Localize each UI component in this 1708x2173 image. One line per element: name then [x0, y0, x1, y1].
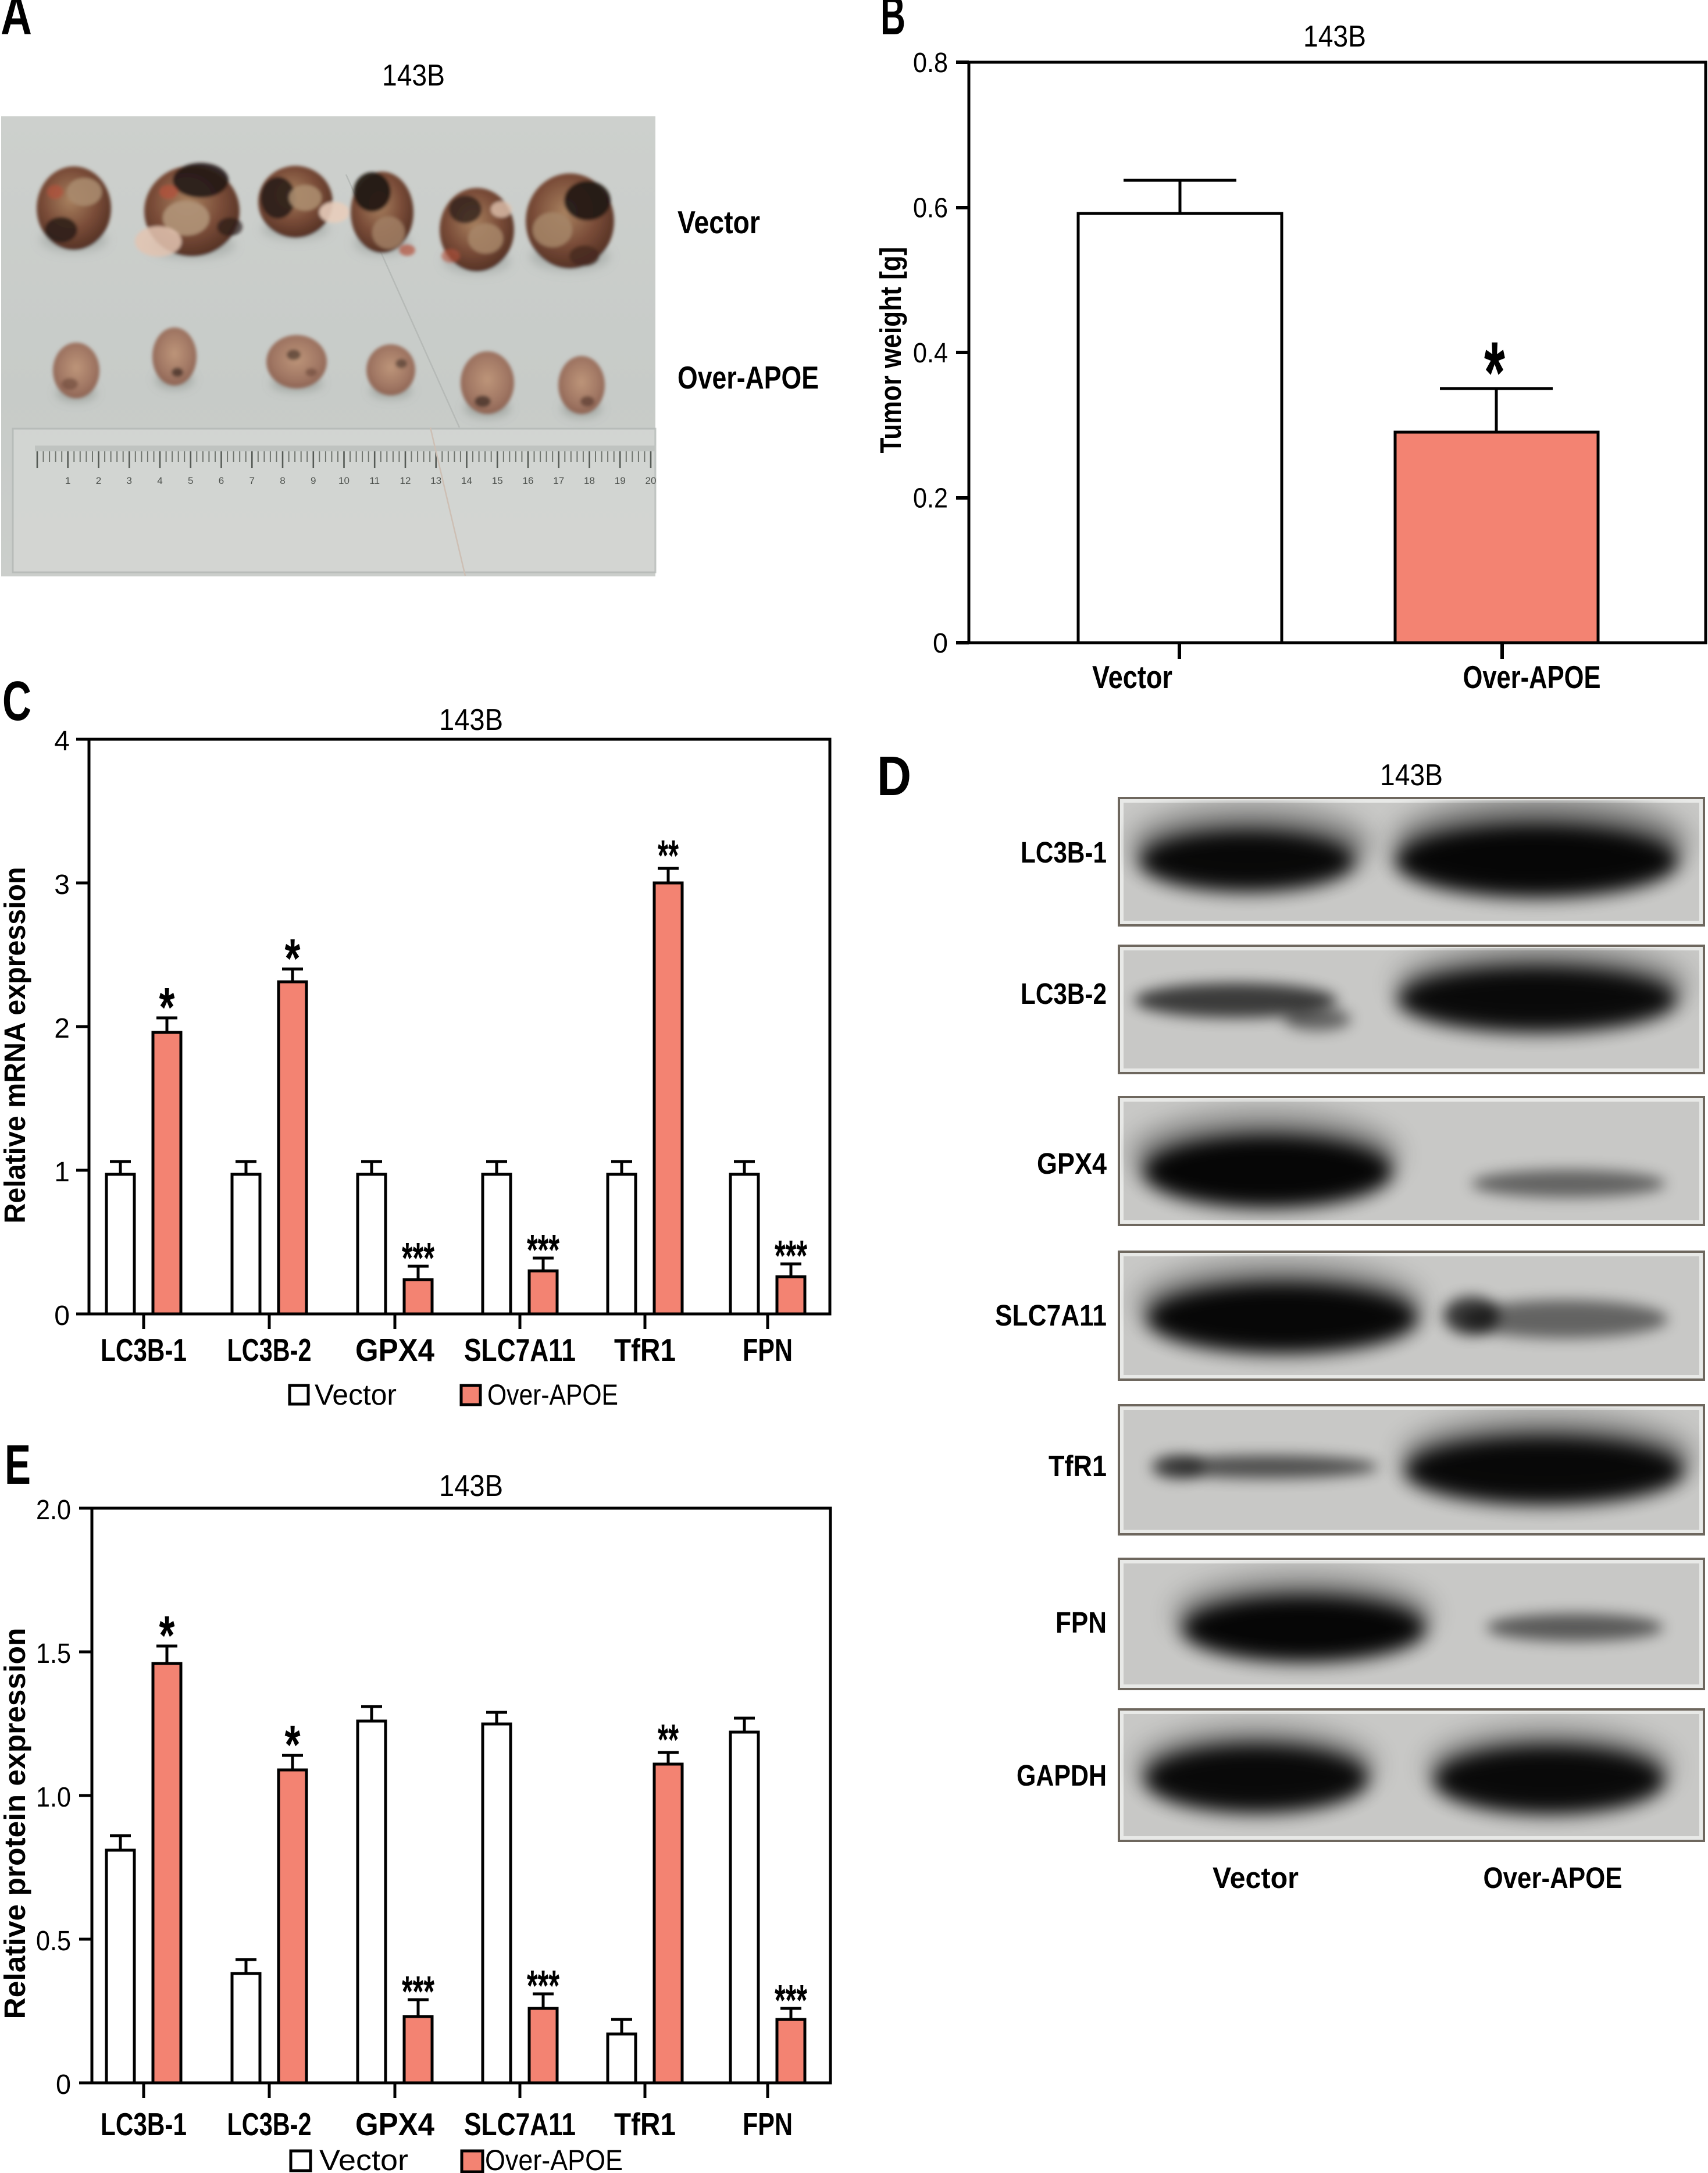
- svg-text:Relative protein expression: Relative protein expression: [0, 1628, 31, 2019]
- svg-text:0.4: 0.4: [913, 338, 948, 369]
- svg-text:4: 4: [157, 475, 162, 486]
- svg-text:LC3B-2: LC3B-2: [1021, 977, 1107, 1010]
- svg-text:0.5: 0.5: [36, 1926, 71, 1957]
- svg-text:6: 6: [219, 475, 224, 486]
- svg-text:Tumor weight [g]: Tumor weight [g]: [874, 247, 907, 454]
- svg-text:143B: 143B: [1380, 758, 1443, 792]
- svg-text:***: ***: [527, 1961, 560, 2010]
- svg-text:Over-APOE: Over-APOE: [678, 359, 819, 396]
- svg-text:7: 7: [249, 475, 255, 486]
- svg-text:LC3B-1: LC3B-1: [1021, 836, 1107, 869]
- svg-text:LC3B-1: LC3B-1: [101, 1332, 187, 1368]
- svg-text:15: 15: [492, 475, 503, 486]
- svg-text:**: **: [658, 831, 679, 880]
- svg-text:Vector: Vector: [319, 2144, 408, 2173]
- svg-text:4: 4: [54, 726, 70, 757]
- svg-text:TfR1: TfR1: [1049, 1449, 1107, 1483]
- svg-text:Vector: Vector: [315, 1378, 397, 1411]
- svg-text:***: ***: [775, 1231, 808, 1280]
- svg-text:13: 13: [430, 475, 441, 486]
- svg-text:Over-APOE: Over-APOE: [1484, 1861, 1623, 1894]
- svg-text:LC3B-2: LC3B-2: [227, 2106, 312, 2142]
- svg-text:0.8: 0.8: [913, 48, 948, 79]
- svg-text:1.0: 1.0: [36, 1782, 71, 1813]
- svg-text:0.6: 0.6: [913, 193, 948, 224]
- svg-text:**: **: [658, 1715, 679, 1764]
- svg-text:***: ***: [402, 1967, 435, 2016]
- svg-text:1: 1: [65, 475, 70, 486]
- svg-text:Vector: Vector: [1213, 1861, 1299, 1894]
- svg-text:SLC7A11: SLC7A11: [464, 1332, 576, 1368]
- svg-text:Over-APOE: Over-APOE: [1463, 659, 1601, 695]
- svg-text:FPN: FPN: [743, 2106, 793, 2142]
- svg-text:SLC7A11: SLC7A11: [464, 2106, 576, 2142]
- svg-text:1: 1: [54, 1157, 70, 1188]
- svg-text:1.5: 1.5: [36, 1638, 71, 1669]
- svg-text:5: 5: [188, 475, 193, 486]
- svg-text:LC3B-2: LC3B-2: [227, 1332, 312, 1368]
- svg-text:***: ***: [775, 1976, 808, 2025]
- svg-text:8: 8: [280, 475, 285, 486]
- svg-text:Relative mRNA expression: Relative mRNA expression: [0, 867, 31, 1224]
- svg-text:17: 17: [553, 475, 564, 486]
- svg-text:0: 0: [56, 2069, 71, 2100]
- svg-text:143B: 143B: [439, 703, 503, 737]
- svg-text:*: *: [1484, 323, 1505, 421]
- svg-text:143B: 143B: [439, 1469, 503, 1503]
- svg-text:E: E: [5, 1434, 31, 1496]
- svg-text:2.0: 2.0: [36, 1495, 71, 1526]
- svg-text:11: 11: [369, 475, 380, 486]
- svg-text:*: *: [159, 1605, 175, 1666]
- svg-text:FPN: FPN: [1056, 1606, 1107, 1639]
- svg-text:3: 3: [127, 475, 132, 486]
- svg-text:10: 10: [338, 475, 350, 486]
- svg-text:C: C: [2, 670, 31, 732]
- svg-text:18: 18: [584, 475, 595, 486]
- svg-text:***: ***: [402, 1234, 435, 1283]
- svg-text:20: 20: [646, 475, 657, 486]
- svg-text:*: *: [285, 928, 301, 989]
- svg-text:FPN: FPN: [743, 1332, 793, 1368]
- svg-text:143B: 143B: [1303, 20, 1366, 54]
- svg-text:143B: 143B: [382, 59, 445, 92]
- svg-text:Vector: Vector: [678, 204, 760, 240]
- svg-text:LC3B-1: LC3B-1: [101, 2106, 187, 2142]
- svg-text:Over-APOE: Over-APOE: [487, 1378, 618, 1411]
- svg-text:*: *: [285, 1714, 301, 1776]
- svg-text:GPX4: GPX4: [1037, 1147, 1107, 1180]
- svg-text:B: B: [880, 0, 905, 47]
- svg-text:GPX4: GPX4: [355, 1332, 434, 1368]
- svg-text:TfR1: TfR1: [614, 1332, 676, 1368]
- svg-text:14: 14: [461, 475, 472, 486]
- svg-text:0: 0: [933, 628, 948, 659]
- svg-text:GPX4: GPX4: [355, 2106, 434, 2142]
- svg-text:19: 19: [615, 475, 626, 486]
- svg-text:GAPDH: GAPDH: [1017, 1759, 1107, 1792]
- svg-text:2: 2: [96, 475, 101, 486]
- svg-text:16: 16: [523, 475, 534, 486]
- svg-text:0.2: 0.2: [913, 483, 948, 514]
- svg-text:Vector: Vector: [1092, 659, 1172, 695]
- svg-text:0: 0: [54, 1301, 70, 1331]
- svg-text:SLC7A11: SLC7A11: [995, 1299, 1107, 1332]
- svg-text:***: ***: [527, 1226, 560, 1274]
- svg-text:TfR1: TfR1: [614, 2106, 676, 2142]
- svg-text:3: 3: [54, 870, 70, 900]
- svg-text:Over-APOE: Over-APOE: [485, 2144, 623, 2173]
- svg-text:*: *: [159, 977, 175, 1038]
- svg-text:12: 12: [400, 475, 411, 486]
- svg-text:D: D: [877, 745, 911, 807]
- svg-text:A: A: [1, 0, 32, 47]
- svg-text:2: 2: [54, 1013, 70, 1044]
- svg-text:9: 9: [311, 475, 316, 486]
